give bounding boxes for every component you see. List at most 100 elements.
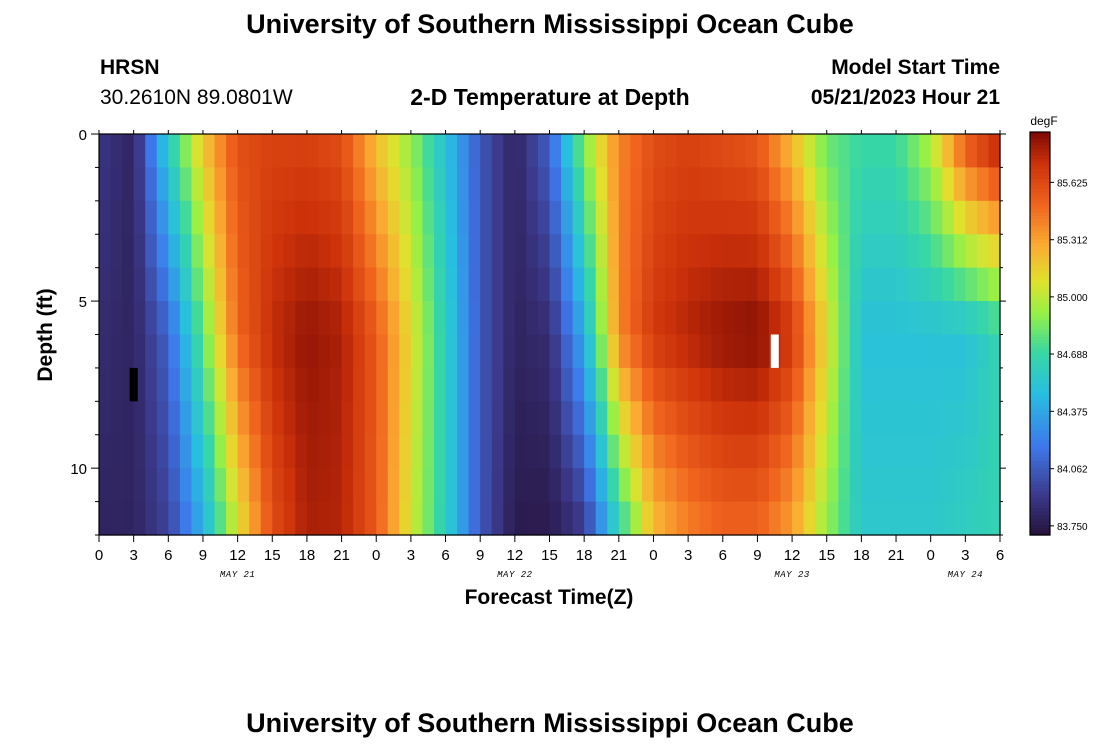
colorbar-segment (1030, 145, 1050, 150)
heatmap-cell (480, 301, 493, 336)
heatmap-cell (872, 200, 886, 235)
heatmap-cell (884, 134, 897, 169)
heatmap-cell (711, 200, 724, 235)
heatmap-cell (792, 501, 805, 536)
heatmap-cell (988, 334, 1001, 369)
heatmap-cell (376, 167, 389, 202)
heatmap-cell (145, 234, 158, 269)
colorbar-segment (1030, 199, 1050, 204)
heatmap-cell (179, 234, 193, 269)
heatmap-cell (653, 234, 666, 269)
heatmap-cell (884, 501, 897, 536)
heatmap-cell (156, 167, 169, 202)
heatmap-cell (942, 267, 955, 302)
heatmap-cell (237, 501, 250, 536)
heatmap-cell (699, 501, 712, 536)
colorbar-segment (1030, 236, 1050, 241)
heatmap-cell (503, 334, 516, 369)
colorbar-segment (1030, 152, 1050, 157)
heatmap-cell (665, 301, 678, 336)
heatmap-cell (480, 200, 493, 235)
colorbar-segment (1030, 504, 1050, 509)
heatmap-cell (572, 200, 585, 235)
x-tick-label: 15 (264, 547, 281, 564)
heatmap-cell (780, 301, 793, 336)
heatmap-cell (919, 267, 932, 302)
heatmap-cell (503, 134, 516, 169)
x-tick-label: 15 (541, 547, 558, 564)
heatmap-cell (237, 334, 250, 369)
heatmap-cell (734, 501, 747, 536)
heatmap-cell (295, 468, 308, 503)
heatmap-cell (468, 434, 481, 469)
colorbar-segment (1030, 215, 1050, 220)
heatmap-cell (214, 234, 227, 269)
heatmap-cell (872, 401, 886, 436)
colorbar-segment (1030, 138, 1050, 143)
heatmap-cell (145, 367, 158, 402)
heatmap-cell (283, 200, 296, 235)
heatmap-cell (514, 468, 527, 503)
colorbar-segment (1030, 296, 1050, 301)
heatmap-cell (353, 501, 366, 536)
heatmap-cell (711, 234, 724, 269)
heatmap-cell (249, 334, 262, 369)
heatmap-cell (283, 367, 296, 402)
heatmap-cell (561, 468, 574, 503)
heatmap-cell (768, 401, 782, 436)
heatmap-cell (480, 234, 493, 269)
heatmap-cell (537, 267, 551, 302)
heatmap-cell (410, 434, 424, 469)
heatmap-cell (399, 267, 412, 302)
heatmap-cell (595, 367, 608, 402)
heatmap-cell (353, 234, 366, 269)
heatmap-cell (480, 267, 493, 302)
heatmap-cell (514, 401, 527, 436)
heatmap-cell (595, 501, 608, 536)
marker-bar (129, 367, 138, 402)
heatmap-cell (907, 234, 920, 269)
heatmap-cell (561, 501, 574, 536)
colorbar-tick-label: 84.375 (1057, 407, 1088, 418)
colorbar-segment (1030, 313, 1050, 318)
heatmap-cell (399, 501, 412, 536)
heatmap-cell (630, 134, 643, 169)
heatmap-cell (480, 501, 493, 536)
heatmap-cell (884, 401, 897, 436)
heatmap-cell (503, 434, 516, 469)
heatmap-cell (364, 267, 377, 302)
heatmap-cell (330, 134, 343, 169)
heatmap-cell (861, 134, 874, 169)
heatmap-cell (214, 334, 227, 369)
heatmap-cell (122, 267, 135, 302)
heatmap-cell (491, 367, 504, 402)
heatmap-cell (272, 501, 285, 536)
heatmap-cell (156, 501, 169, 536)
heatmap-cell (919, 301, 932, 336)
heatmap-cell (815, 267, 828, 302)
heatmap-cell (341, 501, 354, 536)
heatmap-cell (653, 200, 666, 235)
heatmap-cell (537, 234, 551, 269)
colorbar-segment (1030, 531, 1050, 536)
colorbar-segment (1030, 508, 1050, 513)
heatmap-cell (272, 267, 285, 302)
heatmap-cell (249, 367, 262, 402)
heatmap-cell (745, 434, 759, 469)
heatmap-cell (688, 501, 701, 536)
heatmap-cell (803, 234, 816, 269)
heatmap-cell (734, 434, 747, 469)
heatmap-cell (838, 334, 851, 369)
heatmap-cell (468, 501, 481, 536)
heatmap-cell (364, 501, 377, 536)
heatmap-cell (526, 401, 539, 436)
heatmap-cell (249, 200, 262, 235)
colorbar-segment (1030, 239, 1050, 244)
heatmap-cell (572, 501, 585, 536)
heatmap-cell (792, 200, 805, 235)
colorbar-segment (1030, 142, 1050, 147)
heatmap-cell (260, 468, 273, 503)
heatmap-cell (734, 200, 747, 235)
x-tick-label: 18 (576, 547, 593, 564)
heatmap-cell (561, 367, 574, 402)
